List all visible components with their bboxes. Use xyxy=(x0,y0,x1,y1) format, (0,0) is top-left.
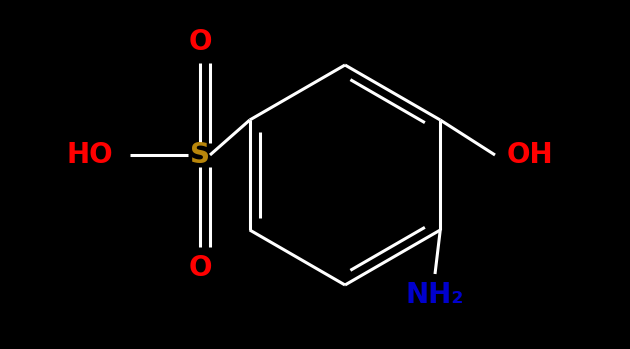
Text: O: O xyxy=(188,254,212,282)
Text: O: O xyxy=(188,28,212,56)
Text: NH₂: NH₂ xyxy=(406,281,464,309)
Text: OH: OH xyxy=(507,141,553,169)
Text: S: S xyxy=(190,141,210,169)
Text: HO: HO xyxy=(67,141,113,169)
